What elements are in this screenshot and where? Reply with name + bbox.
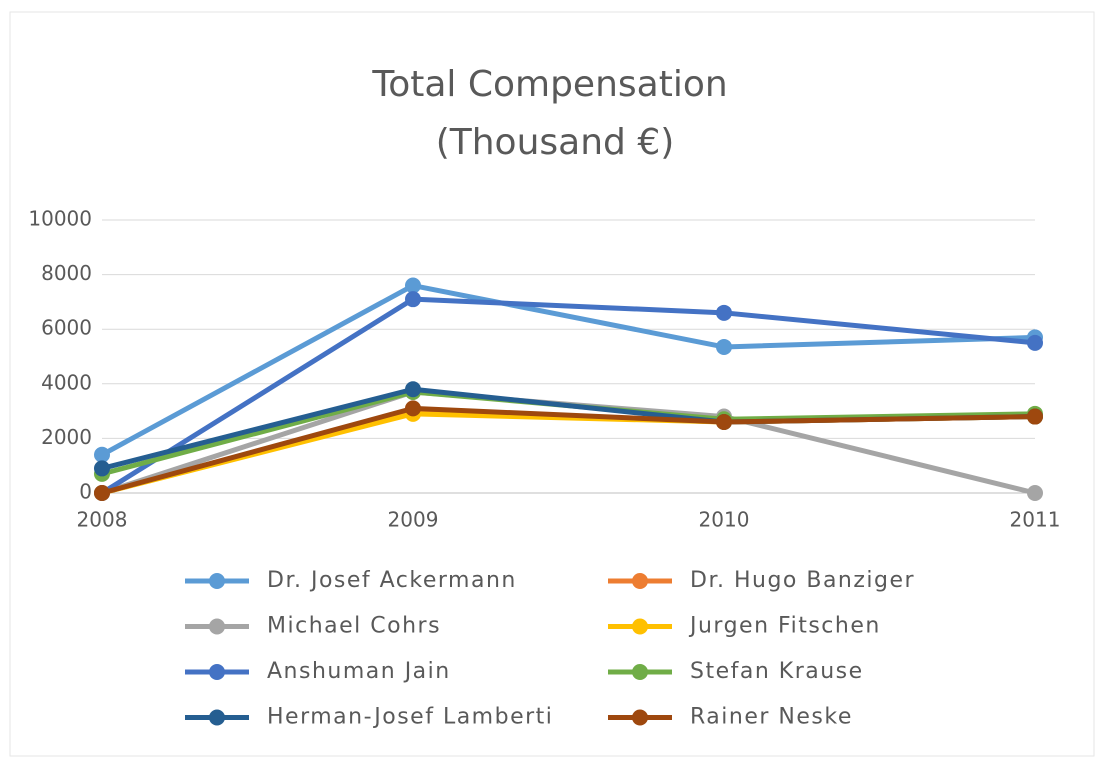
legend-label: Stefan Krause (690, 659, 864, 684)
data-point (405, 291, 421, 308)
series-line (101, 405, 1036, 496)
y-tick-label: 10000 (28, 207, 92, 231)
data-point (405, 381, 421, 398)
legend-label: Anshuman Jain (267, 659, 451, 684)
x-tick-label: 2009 (388, 508, 439, 532)
legend-marker (632, 573, 648, 589)
legend-marker (209, 618, 225, 635)
legend-marker (209, 664, 225, 680)
x-tick-label: 2008 (77, 508, 128, 532)
y-tick-label: 6000 (41, 316, 92, 340)
x-tick-label: 2010 (699, 508, 750, 532)
data-point (716, 338, 732, 355)
data-point (94, 446, 110, 463)
legend-marker (632, 709, 648, 726)
data-point (405, 277, 421, 294)
data-point (1027, 334, 1043, 351)
legend-marker (632, 618, 648, 635)
data-point (94, 485, 110, 501)
data-point (716, 304, 732, 321)
y-tick-label: 8000 (41, 261, 92, 285)
chart-title: Total Compensation (371, 64, 727, 105)
data-point (1027, 485, 1043, 501)
legend-marker (632, 664, 648, 680)
y-tick-label: 2000 (41, 425, 92, 449)
legend-label: Michael Cohrs (267, 614, 441, 639)
legend-label: Herman-Josef Lamberti (267, 705, 553, 730)
legend-marker (209, 573, 225, 589)
x-tick-label: 2011 (1010, 508, 1061, 532)
legend-label: Dr. Josef Ackermann (267, 568, 517, 593)
legend-label: Dr. Hugo Banziger (690, 568, 915, 593)
y-tick-label: 4000 (41, 370, 92, 394)
series-line (100, 296, 1036, 496)
data-point (94, 460, 110, 477)
series-line (100, 283, 1036, 457)
y-tick-label: 0 (79, 480, 92, 504)
legend-label: Rainer Neske (690, 705, 853, 730)
chart-subtitle: (Thousand €) (436, 122, 675, 163)
legend-label: Jurgen Fitschen (688, 614, 881, 639)
data-point (405, 400, 421, 417)
data-point (1027, 408, 1043, 425)
data-point (716, 414, 732, 431)
legend-marker (209, 709, 225, 726)
